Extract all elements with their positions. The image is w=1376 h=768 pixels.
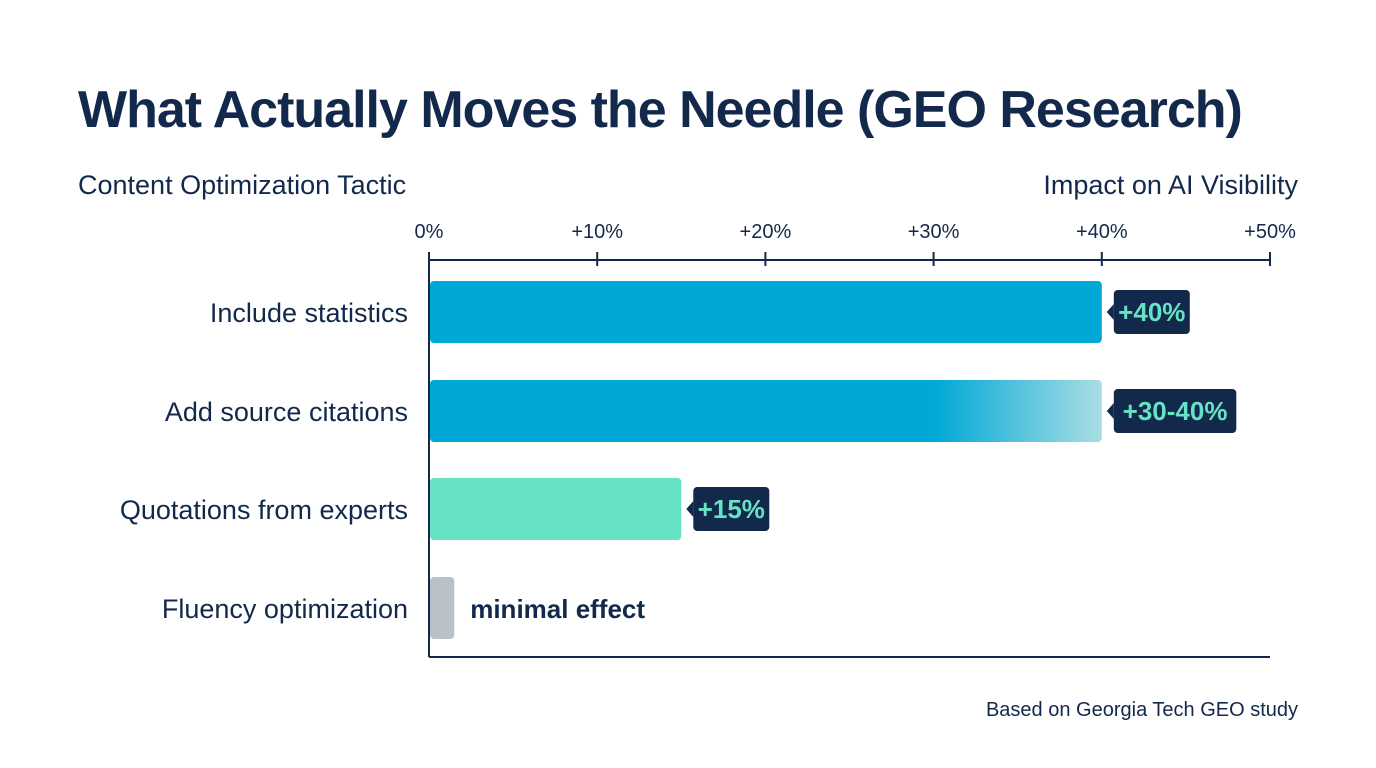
category-label: Include statistics bbox=[210, 298, 408, 328]
data-label-box bbox=[1113, 389, 1237, 433]
x-tick-label: +20% bbox=[740, 221, 792, 243]
x-tick-label: +10% bbox=[571, 221, 623, 243]
category-label: Fluency optimization bbox=[162, 594, 408, 624]
chart-title: What Actually Moves the Needle (GEO Rese… bbox=[78, 81, 1243, 139]
x-tick-label: +40% bbox=[1076, 221, 1128, 243]
bar bbox=[430, 380, 1102, 442]
data-label-pointer bbox=[686, 501, 694, 517]
data-label: +30-40% bbox=[1123, 396, 1228, 426]
y-axis-label: Content Optimization Tactic bbox=[78, 170, 407, 200]
footnote: Based on Georgia Tech GEO study bbox=[985, 699, 1298, 721]
bar bbox=[430, 478, 682, 540]
x-tick-label: 0% bbox=[415, 221, 444, 243]
x-tick-label: +50% bbox=[1244, 221, 1296, 243]
data-label-box bbox=[693, 487, 770, 531]
bar bbox=[430, 577, 455, 639]
category-label: Quotations from experts bbox=[120, 495, 408, 525]
data-label: +15% bbox=[698, 494, 765, 524]
data-label: +40% bbox=[1118, 297, 1185, 327]
x-tick-label: +30% bbox=[908, 221, 960, 243]
bar bbox=[430, 281, 1102, 343]
data-label: minimal effect bbox=[470, 594, 645, 624]
x-axis-label: Impact on AI Visibility bbox=[1043, 170, 1298, 200]
data-label-pointer bbox=[1106, 304, 1114, 320]
category-label: Add source citations bbox=[165, 397, 408, 427]
data-label-pointer bbox=[1106, 403, 1114, 419]
data-label-box bbox=[1113, 290, 1190, 334]
